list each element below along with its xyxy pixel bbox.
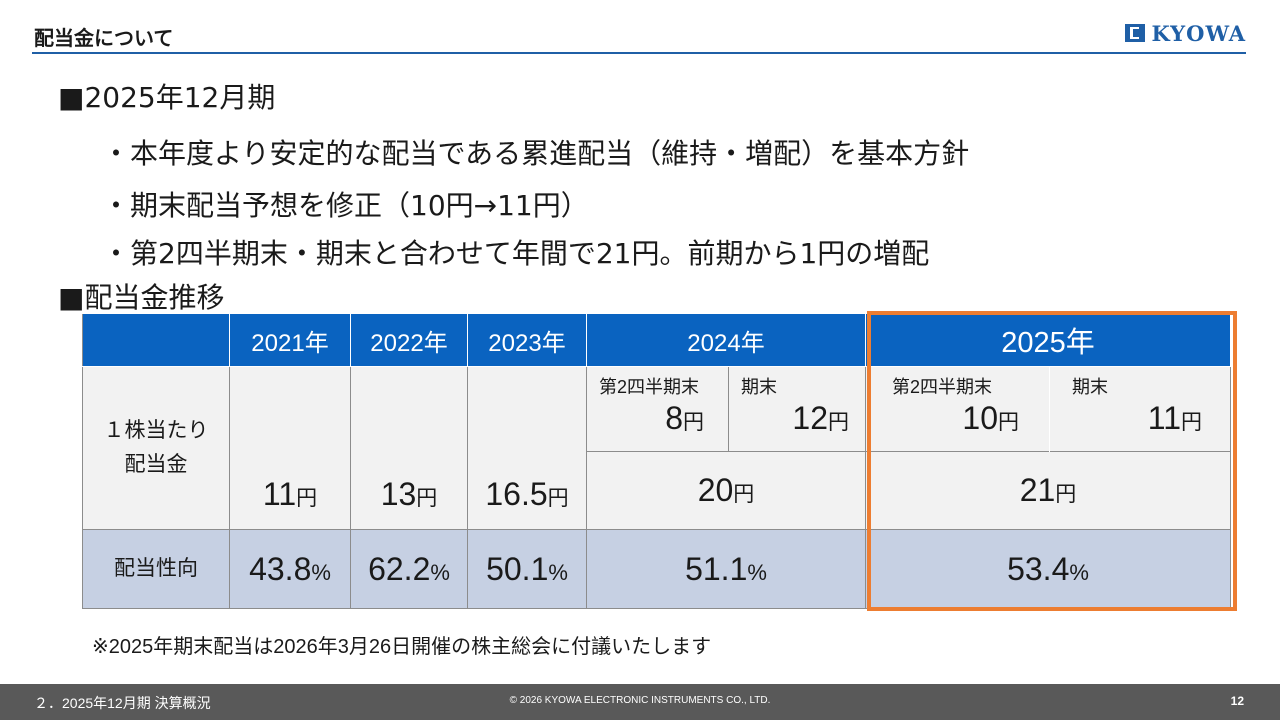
dividend-2025-q2: 第2四半期末 10円 (865, 366, 1050, 452)
q2-value-2024: 8円 (665, 400, 704, 436)
bullet-progressive-dividend: ・本年度より安定的な配当である累進配当（維持・増配）を基本方針 (102, 137, 970, 170)
ye-label: 期末 (1072, 377, 1108, 397)
dividend-table: 2021年 2022年 2023年 2024年 2025年 １株当たり 配当金 … (82, 314, 1231, 609)
header-blank (82, 314, 230, 367)
dividend-2022: 13円 (350, 366, 468, 530)
footnote: ※2025年期末配当は2026年3月26日開催の株主総会に付議いたします (92, 636, 712, 658)
q2-label: 第2四半期末 (599, 377, 700, 397)
title-rule (32, 52, 1246, 54)
header-2023: 2023年 (467, 314, 587, 367)
footer-section: ２．2025年12月期 決算概況 (34, 695, 211, 711)
q2-value-2025: 10円 (962, 400, 1019, 436)
header-2022: 2022年 (350, 314, 468, 367)
heading-fy2025: ■2025年12月期 (58, 81, 276, 114)
dividend-2023: 16.5円 (467, 366, 587, 530)
header-2025: 2025年 (865, 314, 1231, 367)
row-label-payout-ratio: 配当性向 (82, 529, 230, 609)
q2-label: 第2四半期末 (892, 377, 993, 397)
payout-2025: 53.4% (865, 529, 1231, 609)
payout-2022: 62.2% (350, 529, 468, 609)
row-label-line1: １株当たり (103, 419, 209, 442)
dividend-2025-annual: 21円 (865, 451, 1231, 530)
payout-2021: 43.8% (229, 529, 351, 609)
ye-value-2025: 11円 (1147, 400, 1202, 436)
kyowa-logo-icon (1125, 24, 1146, 42)
footer-copyright: © 2026 KYOWA ELECTRONIC INSTRUMENTS CO.,… (509, 695, 771, 706)
slide-title: 配当金について (34, 26, 174, 50)
logo-text: KYOWA (1151, 20, 1246, 46)
header-2024: 2024年 (586, 314, 866, 367)
bullet-annual-dividend: ・第2四半期末・期末と合わせて年間で21円。前期から1円の増配 (102, 237, 930, 270)
kyowa-logo: KYOWA (1125, 20, 1246, 46)
dividend-2025-ye: 期末 11円 (1049, 366, 1231, 452)
row-label-line2: 配当金 (124, 453, 188, 476)
dividend-2021: 11円 (229, 366, 351, 530)
ye-label: 期末 (741, 377, 777, 397)
dividend-2024-ye: 期末 12円 (728, 366, 866, 452)
bullet-forecast-revision: ・期末配当予想を修正（10円→11円） (102, 189, 589, 222)
footer: ２．2025年12月期 決算概況 © 2026 KYOWA ELECTRONIC… (0, 684, 1280, 720)
dividend-2024-q2: 第2四半期末 8円 (586, 366, 729, 452)
row-label-dividend-per-share: １株当たり 配当金 (82, 366, 230, 530)
heading-dividend-trend: ■配当金推移 (58, 281, 225, 314)
payout-2023: 50.1% (467, 529, 587, 609)
dividend-2024-annual: 20円 (586, 451, 866, 530)
page-number: 12 (1230, 694, 1244, 708)
ye-value-2024: 12円 (792, 400, 849, 436)
payout-2024: 51.1% (586, 529, 866, 609)
header-2021: 2021年 (229, 314, 351, 367)
